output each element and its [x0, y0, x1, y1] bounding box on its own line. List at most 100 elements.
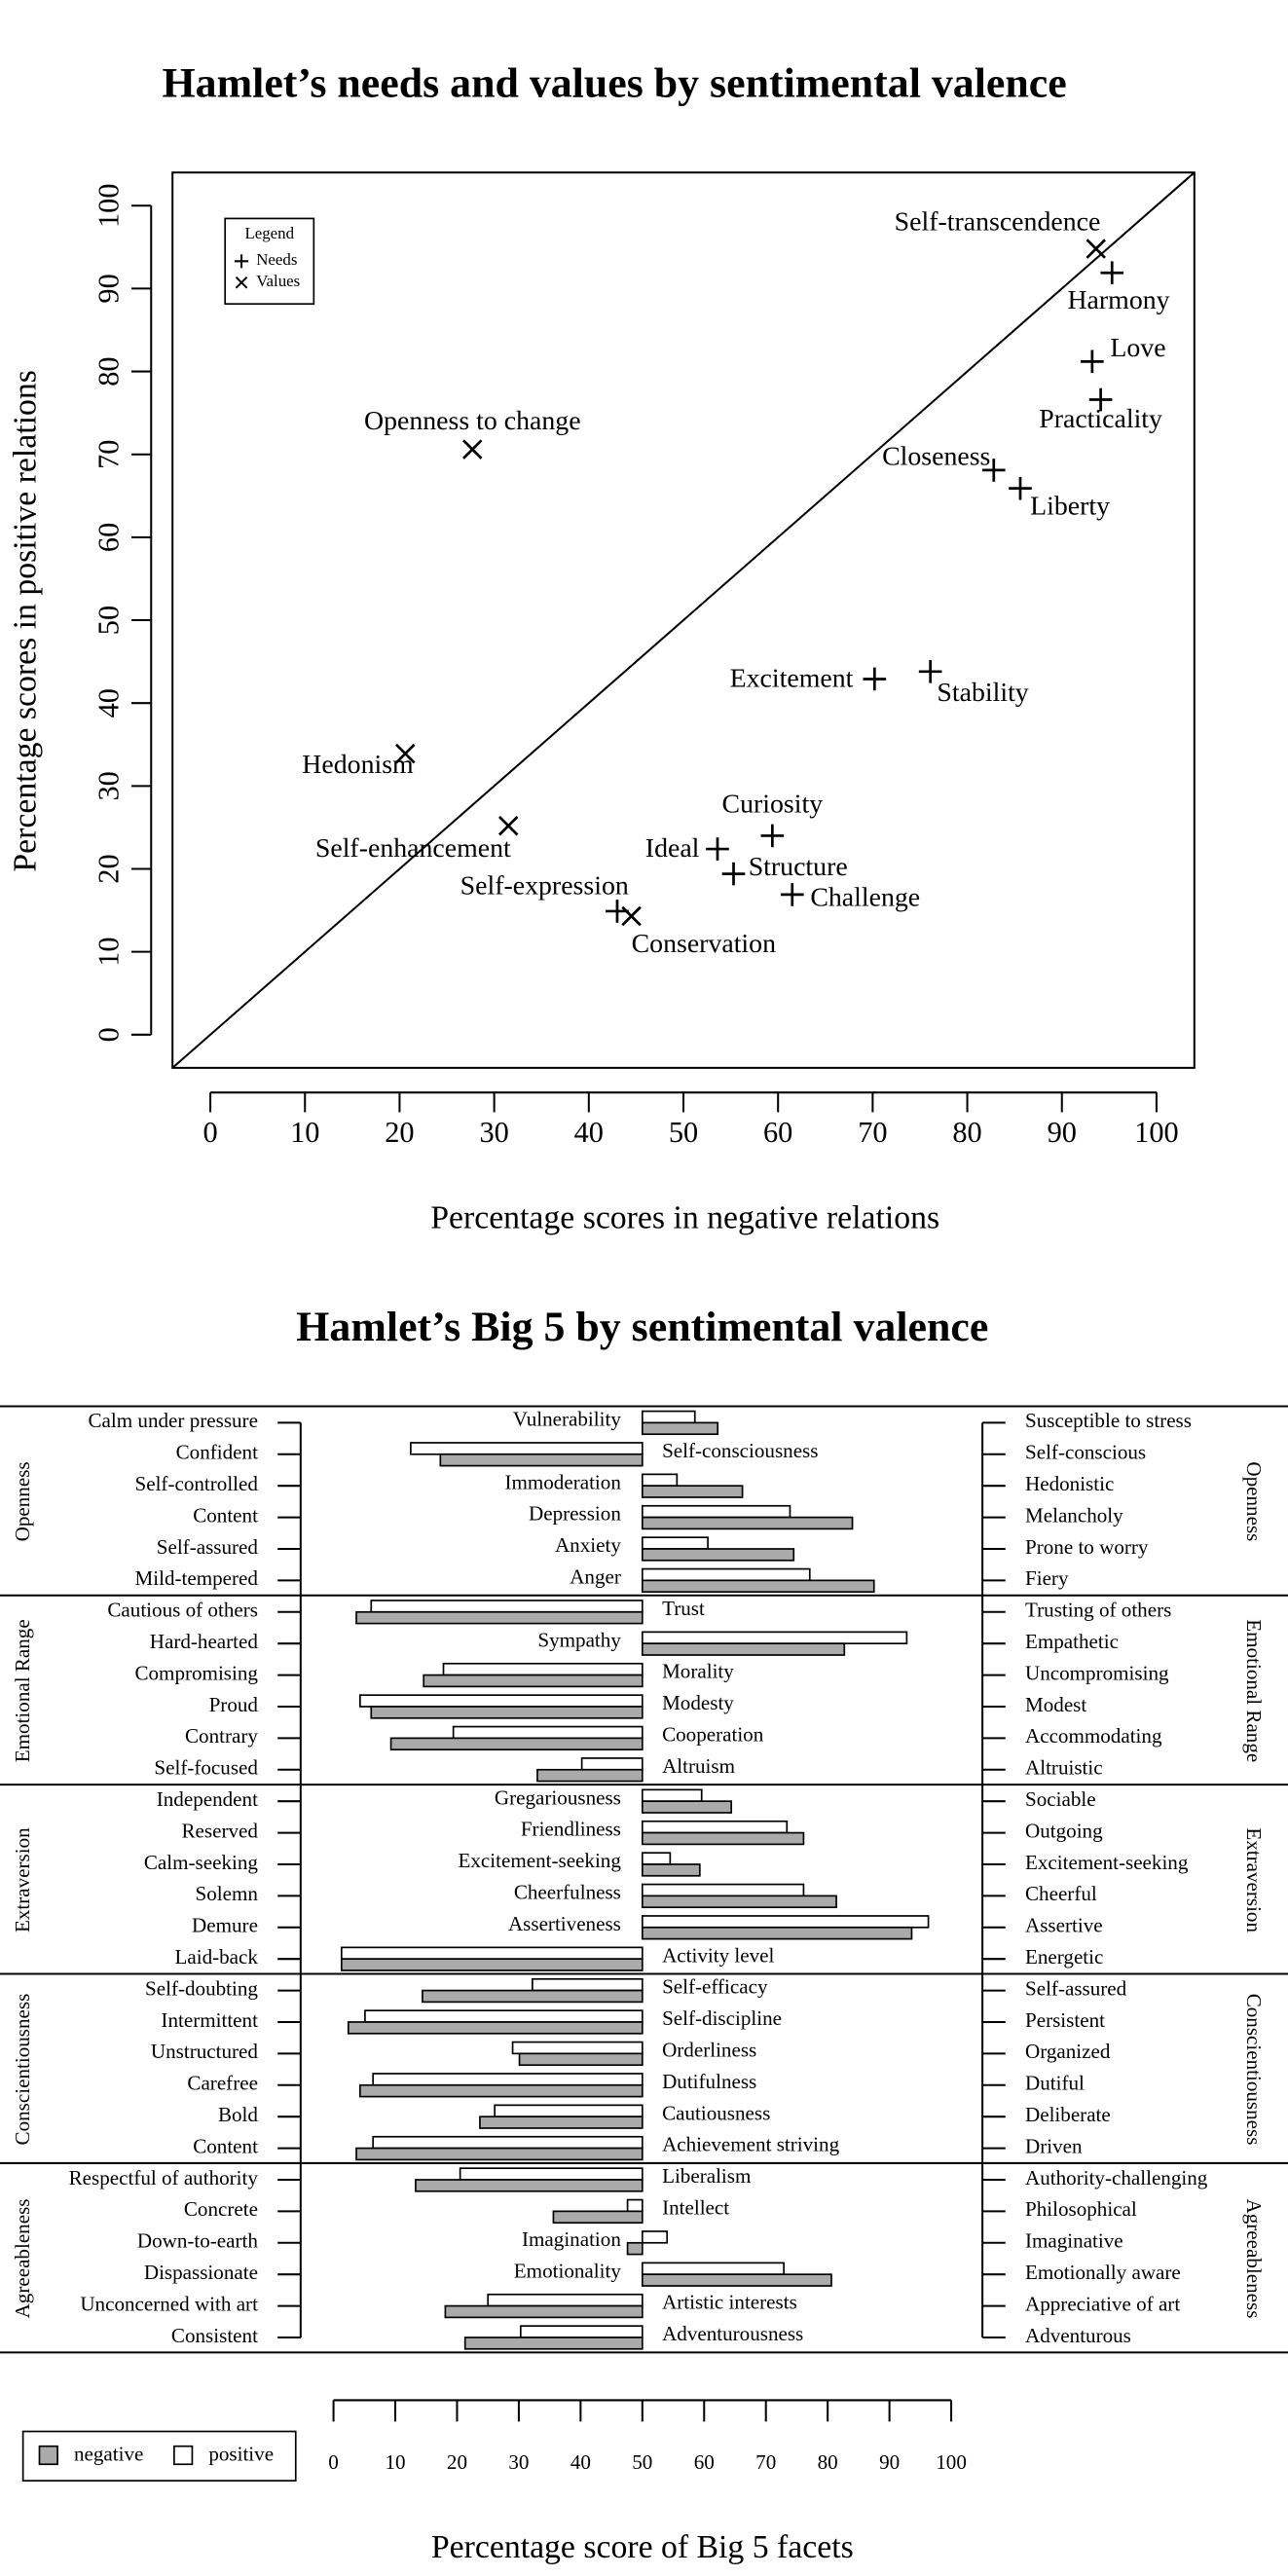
left-label: Bold: [218, 2103, 258, 2126]
point-label: Self-enhancement: [315, 833, 511, 864]
left-label: Confident: [176, 1441, 258, 1464]
bar: [518, 2052, 644, 2067]
x-tick-label: 60: [763, 1116, 792, 1149]
left-label: Calm under pressure: [89, 1409, 258, 1432]
left-label: Self-doubting: [145, 1976, 258, 2000]
right-label: Self-assured: [1025, 1976, 1127, 2000]
left-label: Proud: [209, 1693, 259, 1716]
point-label: Hedonism: [302, 750, 414, 780]
facet-label: Liberalism: [662, 2164, 752, 2188]
bar: [641, 2230, 669, 2244]
bar: [347, 2021, 644, 2035]
y-axis-label: Percentage scores in positive relations: [7, 370, 43, 871]
facet-label: Activity level: [662, 1943, 774, 1967]
right-label: Emotionally aware: [1025, 2261, 1181, 2284]
y-tick-label: 0: [92, 1027, 126, 1042]
bar: [552, 2210, 644, 2225]
point-label: Practicality: [1039, 404, 1162, 434]
y-tick-label: 20: [92, 854, 126, 883]
facet-label: Vulnerability: [513, 1408, 622, 1431]
bar: [459, 2167, 644, 2181]
legend-label: negative: [74, 2443, 143, 2466]
right-label: Uncompromising: [1025, 1661, 1169, 1684]
reference-line: [171, 171, 1196, 1069]
facet-label: Sympathy: [537, 1628, 621, 1651]
bar: [364, 2009, 644, 2023]
bar: [641, 1473, 679, 1488]
legend-marker: [234, 254, 249, 269]
facet-label: Cautiousness: [662, 2101, 770, 2124]
x-tick-label: 0: [328, 2450, 339, 2474]
right-label: Outgoing: [1025, 1819, 1103, 1842]
right-label: Prone to worry: [1025, 1535, 1149, 1559]
bar: [641, 1536, 709, 1550]
bar: [519, 2325, 644, 2338]
facet-label: Self-efficacy: [662, 1975, 768, 1999]
bar: [372, 2135, 644, 2150]
facet-label: Assertiveness: [508, 1912, 621, 1935]
left-label: Content: [193, 2134, 258, 2157]
x-tick-label: 100: [936, 2450, 967, 2474]
bar: [641, 1800, 733, 1814]
right-label: Excitement-seeking: [1025, 1851, 1189, 1874]
bar: [641, 1926, 913, 1940]
x-tick-label: 90: [1048, 1116, 1077, 1149]
bar: [444, 2304, 644, 2319]
bar: [422, 1989, 644, 2004]
bar: [532, 1977, 644, 1992]
x-tick-label: 50: [632, 2450, 652, 2474]
group-label: Conscientiousness: [11, 1994, 34, 2146]
point-label: Stability: [937, 678, 1028, 708]
left-label: Solemn: [196, 1882, 259, 1905]
facet-label: Trust: [662, 1597, 705, 1620]
y-tick-label: 90: [92, 274, 126, 303]
bar: [439, 1453, 644, 1467]
point: [497, 815, 519, 836]
left-label: Cautious of others: [107, 1599, 258, 1622]
bar: [536, 1768, 644, 1783]
bar: [479, 2116, 644, 2129]
facet-label: Imagination: [522, 2227, 621, 2251]
bar: [423, 1674, 644, 1688]
point-label: Liberty: [1030, 491, 1110, 521]
group-label: Extraversion: [1242, 1827, 1266, 1932]
group-label: Extraversion: [11, 1827, 34, 1932]
right-label: Fiery: [1025, 1566, 1069, 1590]
facet-label: Anger: [570, 1565, 621, 1589]
bar: [641, 1504, 791, 1519]
facet-label: Orderliness: [662, 2039, 756, 2062]
point-label: Excitement: [730, 664, 854, 694]
right-label: Authority-challenging: [1025, 2166, 1208, 2190]
bar: [340, 1946, 644, 1961]
bar: [641, 1788, 703, 1803]
x-tick-label: 70: [858, 1116, 887, 1149]
bar: [641, 1548, 795, 1562]
left-label: Unstructured: [151, 2040, 259, 2063]
point: [721, 862, 746, 886]
right-label: Accommodating: [1025, 1724, 1162, 1748]
left-label: Respectful of authority: [69, 2166, 259, 2190]
y-tick-label: 40: [92, 688, 126, 718]
right-label: Deliberate: [1025, 2103, 1111, 2126]
facet-label: Gregariousness: [495, 1785, 621, 1809]
facet-label: Adventurousness: [662, 2322, 803, 2345]
point: [760, 824, 785, 848]
bar: [641, 2273, 832, 2287]
right-label: Cheerful: [1025, 1882, 1097, 1905]
legend-title: Legend: [244, 224, 294, 242]
point: [621, 905, 642, 927]
bar: [370, 1706, 644, 1719]
bar: [641, 1579, 875, 1594]
point-label: Conservation: [632, 929, 776, 959]
point-label: Curiosity: [722, 789, 824, 819]
bar: [641, 1642, 846, 1656]
bar: [487, 2293, 644, 2307]
right-label: Energetic: [1025, 1945, 1103, 1969]
facet-label: Depression: [529, 1502, 621, 1526]
left-label: Independent: [157, 1787, 258, 1811]
point: [1081, 350, 1104, 374]
point: [462, 439, 483, 460]
facet-label: Morality: [662, 1660, 734, 1683]
x-axis-label: Percentage scores in negative relations: [430, 1200, 939, 1236]
plot-frame: [171, 171, 1196, 1069]
